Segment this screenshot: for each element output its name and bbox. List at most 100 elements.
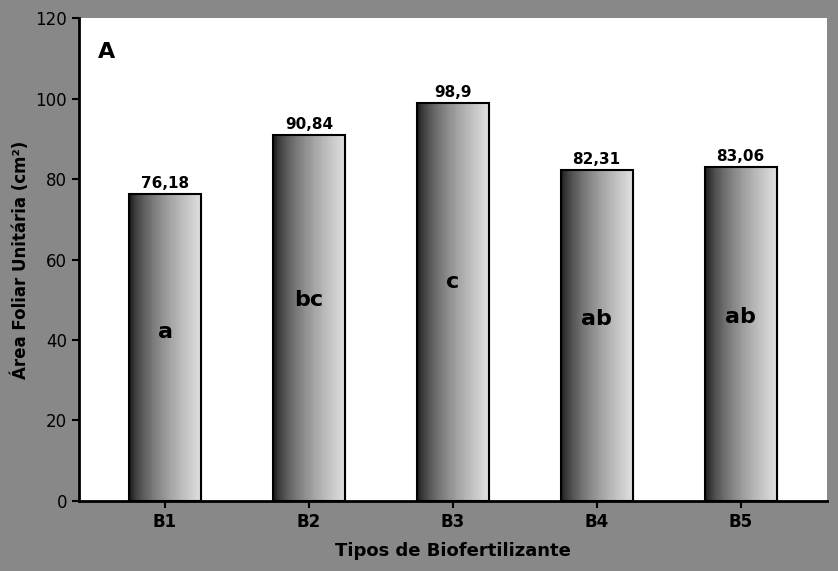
Bar xyxy=(185,195,186,501)
Bar xyxy=(740,167,741,501)
Bar xyxy=(706,167,707,501)
Bar xyxy=(341,135,343,501)
Bar xyxy=(344,135,345,501)
Bar xyxy=(439,103,440,501)
Bar xyxy=(431,103,432,501)
Bar xyxy=(446,103,447,501)
Bar xyxy=(748,167,750,501)
Bar xyxy=(145,195,147,501)
Bar xyxy=(277,135,278,501)
Bar xyxy=(630,170,631,501)
Bar xyxy=(275,135,276,501)
Bar xyxy=(758,167,759,501)
Bar xyxy=(167,195,168,501)
Bar xyxy=(337,135,338,501)
Bar xyxy=(752,167,753,501)
Bar xyxy=(177,195,178,501)
Bar xyxy=(484,103,485,501)
Bar xyxy=(715,167,716,501)
Bar xyxy=(451,103,452,501)
Bar xyxy=(143,195,144,501)
Bar xyxy=(462,103,463,501)
Bar xyxy=(463,103,464,501)
Text: 90,84: 90,84 xyxy=(285,117,333,132)
Bar xyxy=(708,167,709,501)
Bar xyxy=(423,103,424,501)
Bar xyxy=(712,167,714,501)
Bar xyxy=(417,103,419,501)
Bar xyxy=(742,167,743,501)
Bar xyxy=(317,135,318,501)
Bar xyxy=(629,170,630,501)
Bar xyxy=(594,170,595,501)
Bar xyxy=(140,195,141,501)
Bar xyxy=(138,195,139,501)
Bar xyxy=(327,135,328,501)
Bar xyxy=(746,167,747,501)
Bar xyxy=(281,135,282,501)
Bar xyxy=(487,103,488,501)
Bar xyxy=(476,103,477,501)
Bar xyxy=(282,135,283,501)
Bar xyxy=(284,135,285,501)
Bar xyxy=(730,167,731,501)
Bar xyxy=(582,170,583,501)
Bar xyxy=(150,195,151,501)
Bar xyxy=(441,103,442,501)
Bar xyxy=(311,135,312,501)
Bar xyxy=(581,170,582,501)
Bar xyxy=(570,170,571,501)
Bar xyxy=(475,103,476,501)
Bar xyxy=(158,195,159,501)
Bar xyxy=(763,167,764,501)
Bar xyxy=(152,195,153,501)
Bar xyxy=(612,170,613,501)
Bar xyxy=(592,170,593,501)
Text: 98,9: 98,9 xyxy=(434,85,472,100)
Bar xyxy=(460,103,461,501)
Bar xyxy=(285,135,286,501)
Bar xyxy=(756,167,757,501)
Bar xyxy=(719,167,720,501)
Bar xyxy=(606,170,607,501)
Bar xyxy=(576,170,577,501)
Bar xyxy=(302,135,303,501)
Bar xyxy=(453,103,454,501)
Bar xyxy=(199,195,200,501)
Bar xyxy=(315,135,316,501)
Bar xyxy=(736,167,737,501)
Bar xyxy=(279,135,280,501)
Bar xyxy=(727,167,728,501)
Bar xyxy=(472,103,473,501)
Bar xyxy=(151,195,152,501)
Bar xyxy=(326,135,327,501)
Bar xyxy=(561,170,633,501)
Bar xyxy=(416,103,489,501)
Bar xyxy=(129,195,201,501)
Text: a: a xyxy=(158,323,173,343)
Bar xyxy=(485,103,486,501)
Bar xyxy=(303,135,304,501)
Bar xyxy=(613,170,615,501)
Bar xyxy=(148,195,149,501)
Bar xyxy=(734,167,735,501)
Bar xyxy=(454,103,456,501)
Bar xyxy=(718,167,719,501)
Bar xyxy=(188,195,189,501)
Bar xyxy=(631,170,632,501)
Bar xyxy=(192,195,193,501)
Bar xyxy=(747,167,749,501)
Bar xyxy=(162,195,163,501)
Bar xyxy=(733,167,734,501)
Bar xyxy=(180,195,181,501)
Bar xyxy=(452,103,453,501)
Bar xyxy=(171,195,173,501)
Bar xyxy=(482,103,483,501)
Bar xyxy=(486,103,487,501)
Bar xyxy=(313,135,314,501)
Bar xyxy=(770,167,771,501)
Text: bc: bc xyxy=(294,290,323,310)
Bar xyxy=(458,103,459,501)
Bar xyxy=(169,195,171,501)
Bar xyxy=(449,103,450,501)
